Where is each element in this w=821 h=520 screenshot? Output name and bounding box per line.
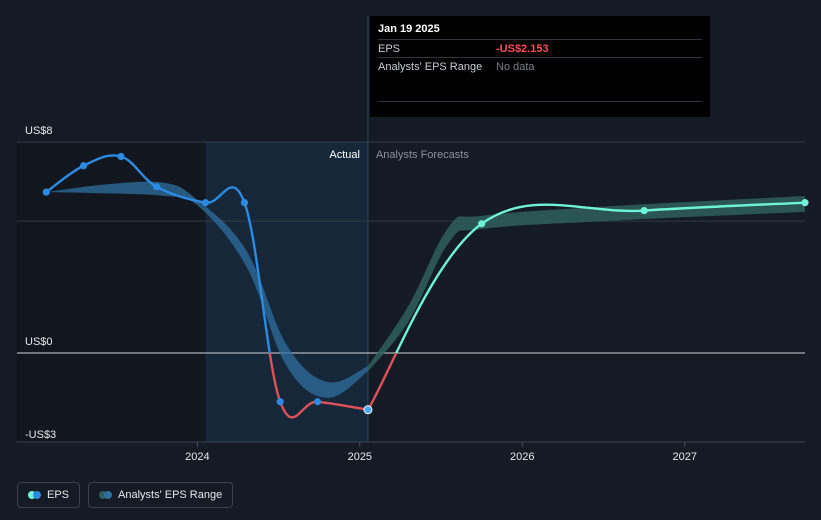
legend-eps-label: EPS	[47, 489, 70, 501]
range-swatch-icon	[99, 491, 113, 499]
eps-point-7	[313, 398, 322, 406]
tooltip-row-range: Analysts' EPS Range No data	[378, 57, 702, 75]
actual-region-label: Actual	[329, 149, 360, 161]
eps-point-4	[201, 199, 210, 207]
series-line-0-positive	[45, 154, 271, 353]
tooltip-eps-value: -US$2.153	[496, 42, 549, 55]
legend-item-eps[interactable]: EPS	[17, 482, 81, 508]
forecast-point-2	[801, 199, 809, 207]
eps-point-3	[153, 183, 161, 191]
eps-point-8	[363, 405, 373, 415]
analyst-range-band	[46, 181, 805, 398]
series-line-1-positive	[394, 201, 806, 353]
y-tick-label-1: US$0	[25, 336, 53, 348]
eps-points	[42, 152, 809, 415]
x-tick-label-0: 2024	[185, 451, 209, 463]
series-line-1-negative	[366, 352, 398, 411]
tooltip-row-eps: EPS -US$2.153	[378, 39, 702, 57]
eps-point-6	[276, 398, 284, 406]
x-tick-label-3: 2027	[673, 451, 697, 463]
y-axis-labels: US$8 US$0 -US$3	[25, 125, 56, 441]
tooltip-eps-label: EPS	[378, 42, 401, 55]
eps-point-1	[80, 162, 88, 170]
range-band-forecast	[367, 196, 805, 372]
tooltip-range-label: Analysts' EPS Range	[378, 60, 483, 73]
x-tick-label-2: 2026	[510, 451, 534, 463]
legend-range-label: Analysts' EPS Range	[118, 489, 223, 501]
forecast-point-1	[640, 206, 648, 215]
legend-item-range[interactable]: Analysts' EPS Range	[88, 482, 234, 508]
tooltip: Jan 19 2025 EPS -US$2.153 Analysts' EPS …	[370, 16, 710, 117]
tooltip-range-value: No data	[496, 60, 535, 73]
x-tick-label-1: 2025	[348, 451, 372, 463]
forecast-point-0	[478, 220, 486, 228]
gridlines	[17, 141, 805, 354]
y-tick-label-2: -US$3	[25, 429, 56, 441]
eps-lines	[45, 154, 806, 419]
eps-point-0	[42, 188, 50, 196]
series-line-0-negative	[268, 352, 369, 419]
y-tick-label-0: US$8	[25, 125, 53, 137]
forecast-region-label: Analysts Forecasts	[376, 149, 469, 161]
tooltip-bottom-divider	[378, 101, 702, 102]
tooltip-date: Jan 19 2025	[378, 23, 440, 35]
eps-swatch-icon	[28, 491, 41, 499]
eps-point-5	[240, 199, 249, 207]
legend: EPS Analysts' EPS Range	[17, 482, 234, 508]
eps-point-2	[117, 152, 125, 161]
x-axis: 2024 2025 2026 2027	[17, 441, 805, 463]
